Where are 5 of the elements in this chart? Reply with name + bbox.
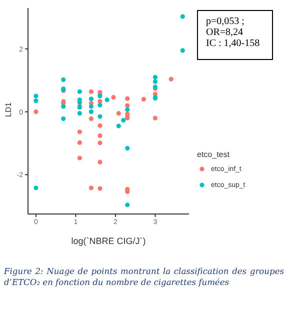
stats-box: p=0,053 ; OR=8,24 IC : 1,40-158	[197, 10, 273, 60]
y-axis-title: LD1	[4, 102, 13, 117]
legend-title: etco_test	[197, 150, 230, 159]
caption: Figure 2: Nuage de points montrant la classification des groupes d’ETCO₂ en fonction du nombre de cigarettes fumées	[4, 266, 284, 288]
x-axis-title: log(`NBRE CIG/J`)	[71, 236, 146, 246]
